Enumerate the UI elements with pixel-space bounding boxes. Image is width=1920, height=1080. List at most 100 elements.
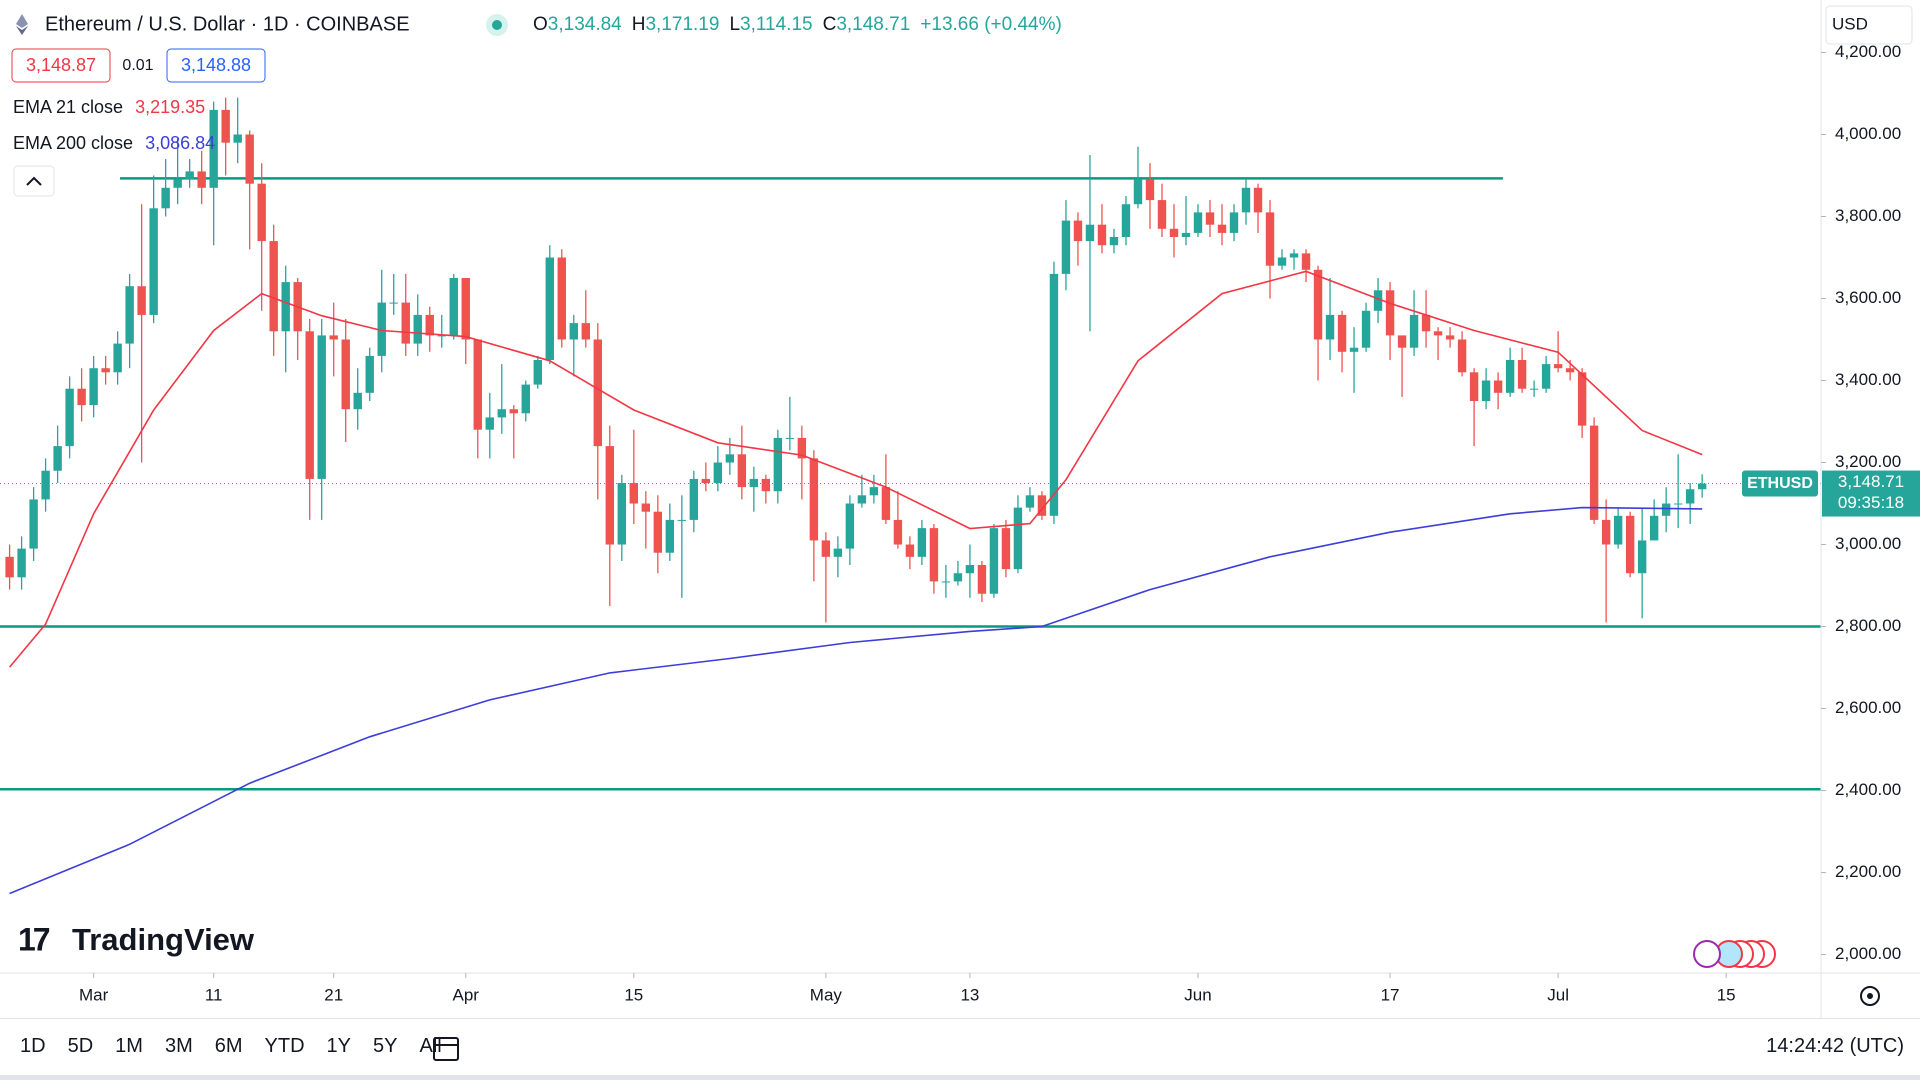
indicator-name[interactable]: EMA 21 close (13, 97, 123, 117)
chart: 2,000.00 2,200.00 2,400.00 2,600.00 2,800.00… (0, 0, 1920, 1018)
candle-body (797, 437, 807, 459)
candle-body (1301, 253, 1311, 270)
timeframe-button[interactable]: 6M (214, 1035, 243, 1057)
clock[interactable]: 14:24:42 (UTC) (1766, 1035, 1904, 1057)
price-tag-label: 3,148.71 (1838, 472, 1904, 491)
y-tick-label: 3,400.00 (1835, 370, 1901, 389)
candle-body (917, 528, 927, 557)
candle-body (233, 134, 242, 143)
y-tick-label: 2,400.00 (1835, 780, 1901, 799)
candle-body (101, 368, 110, 373)
timeframe-button[interactable]: 3M (164, 1035, 193, 1057)
candle-body (761, 478, 771, 492)
candle-body (161, 187, 170, 209)
candle-body (125, 286, 134, 344)
candle-body (401, 302, 410, 344)
y-tick-label: 3,800.00 (1835, 206, 1901, 225)
countdown: 09:35:18 (1838, 493, 1904, 512)
ohlc-value: 3,134.84 (548, 14, 622, 35)
ohlc-value: 3,148.71 (836, 14, 910, 35)
candle-body (497, 409, 506, 418)
candle-body (1625, 515, 1635, 574)
x-tick-label: 15 (624, 985, 643, 1004)
eth-icon-lower (16, 26, 28, 35)
candle-body (593, 339, 602, 447)
plot-area (0, 97, 1821, 895)
ohlc-value: 3,171.19 (645, 14, 719, 35)
candle-body (1121, 204, 1131, 237)
candle-body (509, 409, 518, 414)
collapse-icon (26, 176, 42, 186)
gear[interactable] (1860, 986, 1880, 1006)
currency-button[interactable] (1825, 5, 1913, 45)
candle-body (1217, 224, 1227, 233)
date-range-icon[interactable] (426, 1029, 466, 1069)
indicator-value: 3,219.35 (135, 97, 205, 117)
candle-body (1145, 179, 1155, 201)
candle-body (389, 302, 398, 304)
candle-body (89, 368, 98, 406)
indicator-name[interactable]: EMA 200 close (13, 133, 133, 153)
candle-body (1181, 232, 1191, 237)
candle-body (281, 282, 290, 332)
candle-body (1397, 335, 1407, 348)
collapse-button[interactable] (13, 165, 55, 197)
timeframe-button[interactable]: 1M (115, 1035, 143, 1057)
candle-body (1553, 364, 1563, 369)
candle-body (113, 343, 122, 373)
x-tick-label: Jun (1184, 985, 1211, 1004)
brand: TradingView (72, 922, 255, 957)
candle-body (653, 511, 663, 553)
candle-body (41, 470, 50, 500)
timeframe-button[interactable]: 1D (20, 1035, 46, 1057)
candle-body (857, 495, 867, 504)
candle-body (629, 483, 639, 504)
candle-body (5, 556, 14, 578)
candle-body (953, 573, 963, 582)
y-tick-label: 2,800.00 (1835, 616, 1901, 635)
candle-body (773, 437, 783, 492)
lightning-icon[interactable] (1693, 940, 1721, 968)
candle-body (185, 171, 194, 180)
candle-body (521, 384, 530, 414)
candle-body (1505, 360, 1515, 393)
candle-body (749, 478, 759, 488)
symbol-tag (1742, 470, 1818, 497)
candle-body (809, 458, 819, 541)
x-tick-label: 15 (1717, 985, 1736, 1004)
indicator-value: 3,086.84 (145, 133, 215, 153)
timeframe-button[interactable]: 5Y (373, 1035, 398, 1057)
ema-line (8, 270, 1703, 668)
symbol-tag-label: ETHUSD (1747, 475, 1813, 492)
timeframe-button[interactable]: 5D (67, 1035, 94, 1057)
event-icons[interactable] (1693, 940, 1776, 968)
candle-body (1061, 220, 1071, 274)
candle-body (569, 323, 578, 340)
candle-body (317, 335, 326, 479)
ask-box[interactable] (166, 48, 266, 83)
candle-body (209, 109, 218, 188)
settings-icon[interactable] (1860, 986, 1880, 1006)
candle-body (173, 179, 182, 188)
ohlc-key: H (632, 14, 646, 35)
candle-body (413, 314, 422, 344)
candle-body (557, 257, 566, 340)
candle-body (17, 548, 26, 578)
candle-body (377, 302, 386, 356)
candle-body (1241, 187, 1251, 213)
candle-body (1109, 236, 1119, 246)
candle-body (545, 257, 554, 361)
timeframe-button[interactable]: 1Y (326, 1035, 352, 1057)
bid-box[interactable] (11, 48, 111, 83)
candle-body (605, 446, 615, 545)
background (0, 0, 1920, 1018)
candle-body (1289, 253, 1299, 258)
candle-body (1661, 503, 1671, 516)
price-axis: 2,000.00 2,200.00 2,400.00 2,600.00 2,800.00… (1821, 42, 1901, 963)
candle-body (1541, 364, 1551, 389)
candle-body (1325, 314, 1335, 340)
timeframe-button[interactable]: All (419, 1035, 442, 1057)
candle-body (1637, 540, 1647, 574)
candle-body (1049, 273, 1059, 516)
timeframe-button[interactable]: YTD (264, 1035, 305, 1057)
